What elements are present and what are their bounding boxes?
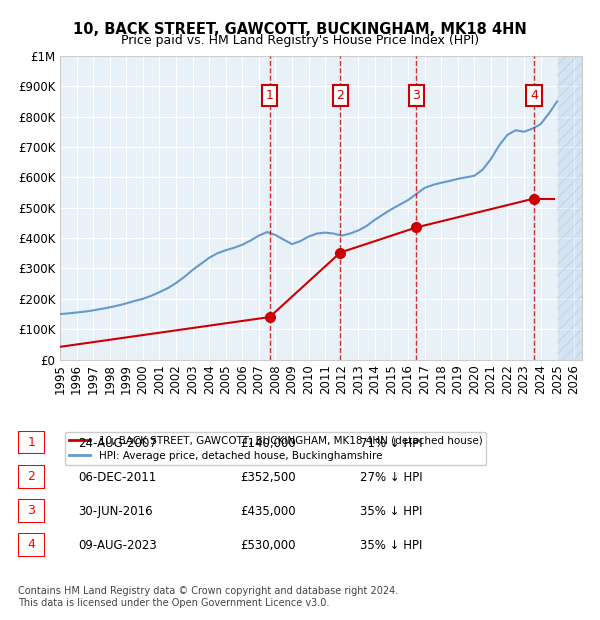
- Text: 3: 3: [28, 505, 35, 517]
- Text: 10, BACK STREET, GAWCOTT, BUCKINGHAM, MK18 4HN: 10, BACK STREET, GAWCOTT, BUCKINGHAM, MK…: [73, 22, 527, 37]
- Text: 1: 1: [28, 436, 35, 449]
- FancyBboxPatch shape: [18, 499, 45, 523]
- Text: 35% ↓ HPI: 35% ↓ HPI: [360, 539, 422, 552]
- FancyBboxPatch shape: [18, 533, 45, 557]
- Text: Contains HM Land Registry data © Crown copyright and database right 2024.
This d: Contains HM Land Registry data © Crown c…: [18, 586, 398, 608]
- Text: 06-DEC-2011: 06-DEC-2011: [78, 471, 156, 484]
- Text: £352,500: £352,500: [240, 471, 296, 484]
- Text: 71% ↓ HPI: 71% ↓ HPI: [360, 437, 422, 450]
- Bar: [557, 56, 582, 360]
- Text: 09-AUG-2023: 09-AUG-2023: [78, 539, 157, 552]
- Text: 3: 3: [412, 89, 420, 102]
- Text: 2: 2: [337, 89, 344, 102]
- Text: Price paid vs. HM Land Registry's House Price Index (HPI): Price paid vs. HM Land Registry's House …: [121, 34, 479, 47]
- FancyBboxPatch shape: [18, 431, 45, 454]
- FancyBboxPatch shape: [18, 465, 45, 489]
- Text: 4: 4: [28, 539, 35, 551]
- Text: 35% ↓ HPI: 35% ↓ HPI: [360, 505, 422, 518]
- Legend: 10, BACK STREET, GAWCOTT, BUCKINGHAM, MK18 4HN (detached house), HPI: Average pr: 10, BACK STREET, GAWCOTT, BUCKINGHAM, MK…: [65, 432, 487, 465]
- Text: 2: 2: [28, 471, 35, 483]
- Text: £140,000: £140,000: [240, 437, 296, 450]
- Text: 1: 1: [266, 89, 274, 102]
- Text: 30-JUN-2016: 30-JUN-2016: [78, 505, 152, 518]
- Text: 24-AUG-2007: 24-AUG-2007: [78, 437, 157, 450]
- Text: £435,000: £435,000: [240, 505, 296, 518]
- Text: 27% ↓ HPI: 27% ↓ HPI: [360, 471, 422, 484]
- Text: £530,000: £530,000: [240, 539, 296, 552]
- Text: 4: 4: [530, 89, 538, 102]
